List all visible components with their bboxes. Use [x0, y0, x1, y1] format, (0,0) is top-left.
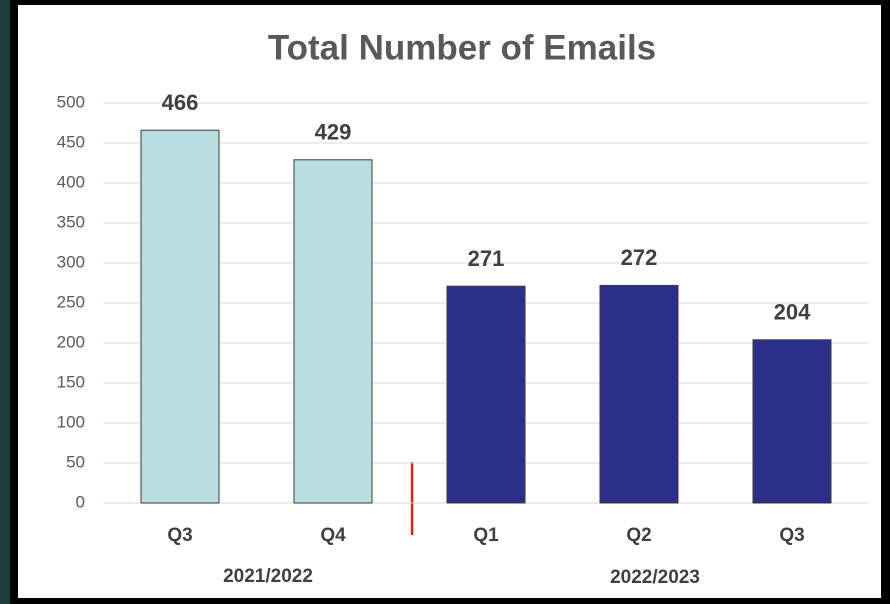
- data-label: 429: [315, 120, 352, 145]
- y-tick-label: 500: [57, 92, 85, 111]
- bar: [446, 285, 526, 504]
- x-tick-label: Q3: [779, 525, 804, 546]
- y-tick-label: 50: [66, 452, 85, 471]
- x-tick-label: Q3: [167, 525, 192, 546]
- x-tick-label: Q2: [626, 525, 651, 546]
- group-label: 2021/2022: [223, 566, 313, 587]
- y-tick-label: 200: [57, 332, 85, 351]
- data-label: 466: [162, 90, 199, 115]
- x-tick-label: Q1: [473, 525, 499, 546]
- bar: [599, 284, 679, 504]
- x-tick-label: Q4: [320, 525, 346, 546]
- y-tick-label: 400: [57, 172, 85, 191]
- y-tick-label: 100: [57, 412, 85, 431]
- data-label: 271: [468, 246, 505, 271]
- y-tick-label: 350: [57, 212, 85, 231]
- y-tick-label: 150: [57, 372, 85, 391]
- group-label: 2022/2023: [610, 567, 700, 588]
- y-tick-label: 0: [76, 492, 85, 511]
- y-tick-label: 450: [57, 132, 85, 151]
- bar: [140, 129, 220, 504]
- data-label: 204: [774, 300, 811, 325]
- chart-title: Total Number of Emails: [268, 28, 656, 67]
- y-tick-label: 250: [57, 292, 85, 311]
- y-tick-label: 300: [57, 252, 85, 271]
- bar: [293, 159, 373, 504]
- bar: [752, 339, 832, 504]
- data-label: 272: [621, 245, 658, 270]
- left-strip: [0, 0, 10, 604]
